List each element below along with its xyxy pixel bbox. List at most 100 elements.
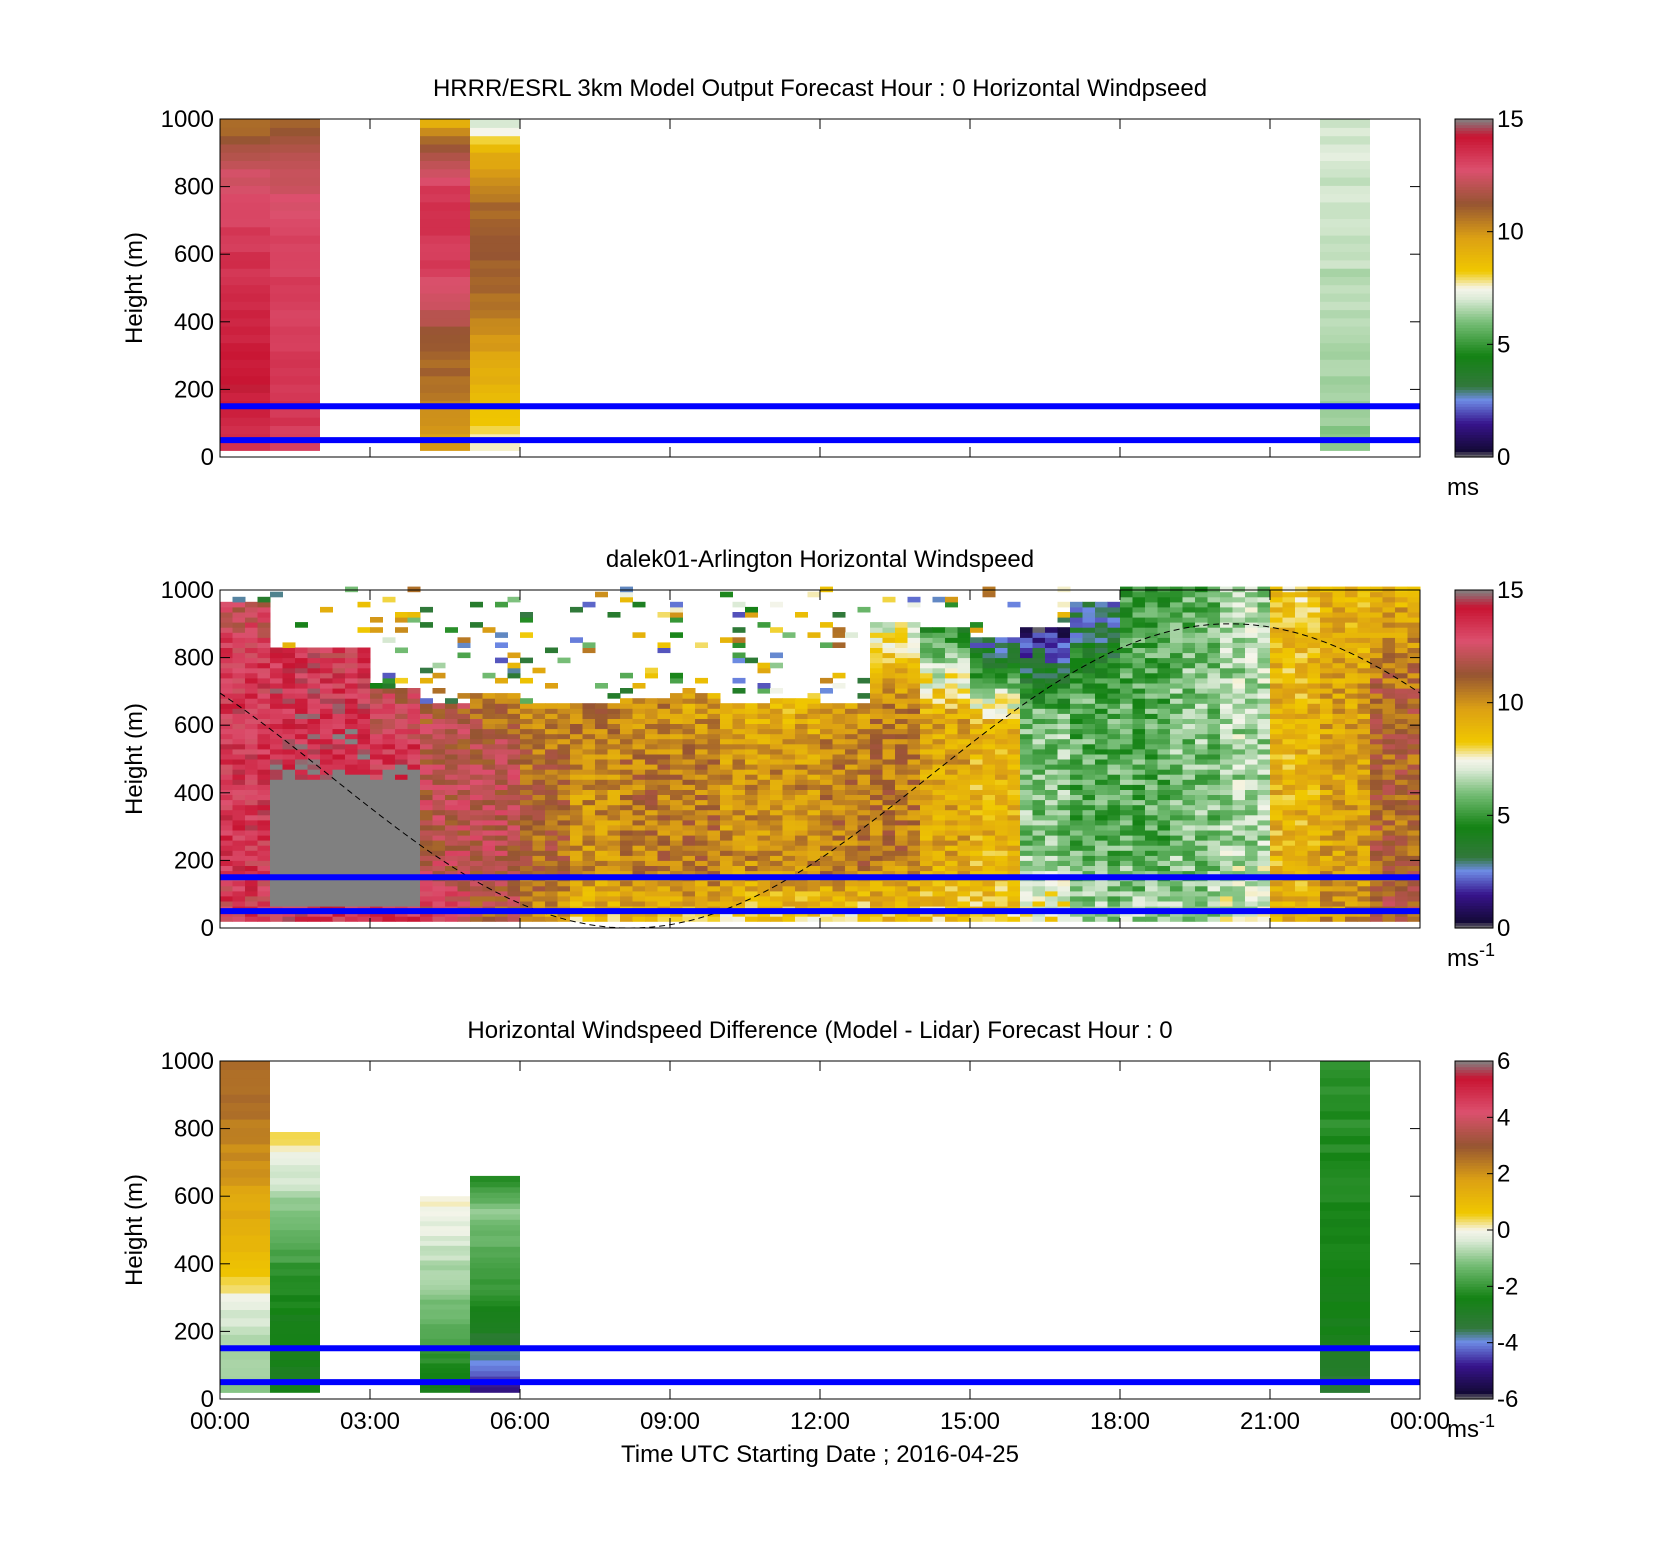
heatmap-cell: [220, 342, 270, 352]
heatmap-cell: [1032, 652, 1046, 659]
heatmap-cell: [457, 809, 471, 816]
heatmap-cell: [1182, 809, 1196, 816]
heatmap-cell: [920, 799, 933, 806]
heatmap-cell: [545, 819, 558, 826]
heatmap-cell: [1320, 210, 1370, 219]
heatmap-cell: [670, 865, 683, 872]
heatmap-cell: [1220, 901, 1233, 907]
heatmap-cell: [1257, 632, 1271, 638]
heatmap-cell: [632, 880, 646, 887]
heatmap-cell: [1270, 642, 1283, 648]
heatmap-cell: [732, 637, 746, 643]
heatmap-cell: [845, 718, 858, 724]
heatmap-cell: [557, 784, 571, 790]
heatmap-cell: [270, 326, 320, 335]
heatmap-cell: [1257, 916, 1271, 922]
heatmap-cell: [1132, 845, 1146, 851]
heatmap-cell: [432, 713, 446, 719]
heatmap-cell: [645, 880, 658, 887]
heatmap-cell: [457, 774, 471, 780]
heatmap-cell: [220, 292, 270, 302]
heatmap-cell: [632, 698, 646, 704]
heatmap-cell: [982, 885, 996, 892]
heatmap-cell: [432, 895, 446, 902]
heatmap-cell: [1195, 667, 1208, 674]
heatmap-cell: [245, 860, 258, 866]
missing-cell: [282, 814, 296, 821]
heatmap-cell: [257, 764, 271, 770]
heatmap-cell: [470, 814, 483, 821]
heatmap-cell: [1070, 784, 1083, 790]
heatmap-cell: [1145, 835, 1158, 841]
missing-cell: [282, 779, 296, 785]
heatmap-cell: [470, 601, 483, 608]
heatmap-cell: [1195, 779, 1208, 785]
heatmap-cell: [220, 901, 233, 907]
heatmap-cell: [1245, 799, 1258, 806]
heatmap-cell: [595, 845, 608, 851]
heatmap-cell: [1007, 784, 1021, 790]
heatmap-cell: [895, 819, 908, 826]
missing-cell: [382, 824, 396, 831]
heatmap-cell: [732, 855, 746, 861]
heatmap-cell: [345, 769, 358, 775]
heatmap-cell: [407, 738, 421, 745]
heatmap-cell: [1070, 622, 1083, 628]
heatmap-cell: [1270, 753, 1283, 760]
heatmap-cell: [345, 718, 358, 724]
heatmap-cell: [257, 789, 271, 795]
heatmap-cell: [1045, 753, 1058, 760]
heatmap-cell: [620, 743, 633, 750]
heatmap-cell: [470, 916, 483, 922]
heatmap-cell: [1207, 916, 1221, 922]
heatmap-cell: [295, 677, 308, 684]
heatmap-cell: [1070, 617, 1083, 623]
heatmap-cell: [1020, 804, 1033, 811]
heatmap-cell: [270, 127, 320, 137]
heatmap-cell: [320, 683, 333, 689]
heatmap-cell: [1232, 718, 1246, 724]
heatmap-cell: [982, 819, 996, 826]
heatmap-cell: [1145, 718, 1158, 724]
heatmap-cell: [220, 718, 233, 724]
heatmap-cell: [1182, 759, 1196, 765]
heatmap-cell: [532, 718, 546, 724]
heatmap-cell: [1045, 627, 1058, 633]
heatmap-cell: [657, 814, 671, 821]
heatmap-cell: [1195, 693, 1208, 699]
missing-cell: [370, 885, 383, 892]
missing-cell: [395, 779, 408, 785]
heatmap-cell: [1057, 612, 1071, 618]
heatmap-cell: [445, 733, 458, 740]
heatmap-cell: [920, 804, 933, 811]
missing-cell: [282, 865, 296, 872]
heatmap-cell: [232, 713, 246, 719]
heatmap-cell: [895, 880, 908, 887]
heatmap-cell: [695, 814, 708, 821]
heatmap-cell: [382, 596, 396, 603]
heatmap-cell: [982, 855, 996, 861]
heatmap-cell: [332, 733, 346, 740]
heatmap-cell: [520, 865, 533, 872]
heatmap-cell: [970, 901, 983, 907]
heatmap-cell: [1195, 677, 1208, 684]
heatmap-cell: [582, 764, 596, 770]
heatmap-cell: [1195, 835, 1208, 841]
heatmap-cell: [1132, 703, 1146, 709]
heatmap-cell: [957, 713, 971, 719]
heatmap-cell: [420, 622, 433, 628]
missing-cell: [370, 814, 383, 821]
heatmap-cell: [1045, 880, 1058, 887]
heatmap-cell: [1195, 622, 1208, 628]
heatmap-cell: [1182, 865, 1196, 872]
heatmap-cell: [945, 804, 958, 811]
heatmap-cell: [1207, 713, 1221, 719]
colorbar-segment: [1455, 254, 1493, 258]
heatmap-cell: [395, 759, 408, 765]
heatmap-cell: [620, 835, 633, 841]
heatmap-cell: [695, 703, 708, 709]
heatmap-cell: [657, 870, 671, 877]
heatmap-cell: [1057, 835, 1071, 841]
heatmap-cell: [857, 713, 871, 719]
heatmap-cell: [795, 738, 808, 745]
